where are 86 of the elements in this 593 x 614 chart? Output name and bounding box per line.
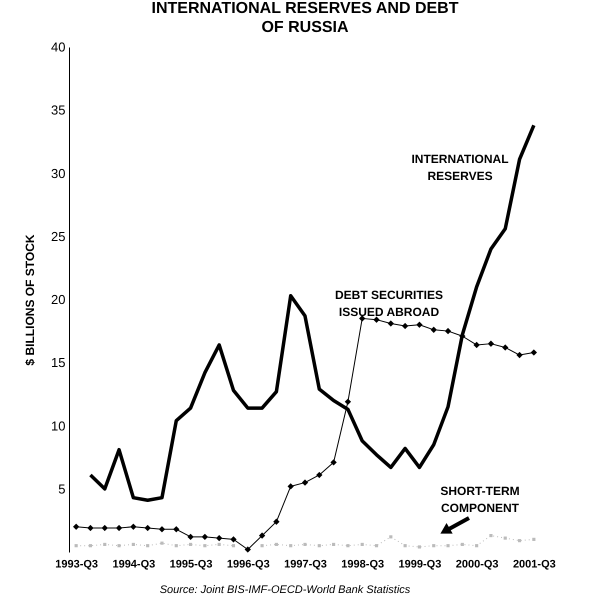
point	[430, 326, 437, 333]
point	[388, 320, 394, 327]
point	[518, 539, 522, 542]
point	[174, 544, 178, 548]
point	[230, 536, 237, 543]
point	[288, 483, 294, 490]
x-tick-label: 1994-Q3	[112, 558, 156, 570]
point	[374, 544, 378, 548]
y-tick-label: 30	[51, 166, 66, 181]
point	[146, 544, 150, 548]
point	[444, 328, 452, 334]
point	[273, 518, 280, 525]
point	[303, 542, 307, 546]
point	[418, 545, 422, 549]
point	[203, 544, 206, 548]
point	[332, 542, 336, 546]
point	[360, 542, 364, 546]
point	[216, 534, 222, 542]
point	[489, 534, 493, 538]
point	[530, 349, 538, 356]
y-tick-label: 10	[51, 418, 66, 434]
series-label: INTERNATIONAL RESERVES	[411, 152, 509, 183]
point	[488, 340, 494, 347]
point	[274, 542, 278, 546]
chart-title: INTERNATIONAL RESERVES AND DEBT OF RUSSIA	[152, 0, 459, 36]
point	[502, 344, 508, 351]
point	[316, 472, 322, 478]
point	[87, 524, 94, 532]
point	[475, 544, 478, 548]
point	[116, 524, 122, 532]
point	[244, 546, 251, 553]
x-tick-label: 1998-Q3	[341, 558, 384, 570]
point	[188, 542, 192, 546]
point	[404, 544, 407, 548]
point	[402, 322, 408, 330]
point	[232, 544, 236, 548]
point	[473, 342, 480, 348]
y-tick-label: 20	[51, 292, 66, 307]
point	[102, 524, 108, 532]
point	[330, 459, 337, 466]
point	[144, 524, 151, 532]
point	[130, 524, 137, 530]
point	[103, 542, 106, 546]
series-label: DEBT SECURITIES ISSUED ABROAD	[334, 288, 444, 319]
x-tick-label: 1995-Q3	[170, 558, 212, 570]
x-tick-label: 1997-Q3	[284, 558, 327, 570]
point	[432, 544, 436, 548]
x-tick-label: 2000-Q3	[456, 558, 499, 570]
point	[202, 534, 208, 540]
point	[504, 536, 507, 540]
point	[318, 544, 321, 548]
point	[258, 532, 266, 539]
point	[389, 535, 392, 538]
y-tick-label: 25	[51, 228, 66, 244]
point	[218, 542, 221, 546]
x-tick-label: 2001-Q3	[512, 558, 556, 570]
x-tick-label: 1996-Q3	[226, 558, 270, 570]
point	[132, 542, 135, 546]
y-tick-label: 15	[51, 355, 66, 370]
point	[416, 322, 423, 328]
y-axis-title: $ BILLIONS OF STOCK	[23, 234, 38, 366]
point	[446, 544, 450, 548]
point	[373, 316, 380, 323]
point	[344, 398, 352, 405]
source-note: Source: Joint BIS-IMF-OECD-World Bank Statistics	[160, 584, 411, 596]
point	[117, 544, 121, 548]
y-tick-label: 35	[51, 102, 66, 118]
point	[260, 544, 264, 548]
point	[289, 544, 292, 548]
point	[346, 544, 350, 548]
x-tick-label: 1993-Q3	[55, 558, 98, 570]
point	[72, 524, 80, 530]
point	[516, 352, 523, 358]
point	[74, 544, 78, 548]
point	[160, 542, 164, 545]
point	[158, 526, 166, 532]
x-tick-label: 1999-Q3	[398, 558, 442, 570]
point	[187, 534, 194, 540]
point	[88, 544, 92, 548]
point	[173, 526, 180, 532]
point	[460, 542, 464, 546]
point	[532, 538, 536, 541]
text: SHORT-TERM COMPONENT	[440, 484, 520, 515]
point	[302, 479, 308, 486]
y-tick-label: 40	[51, 40, 66, 54]
y-tick-label: 5	[58, 481, 66, 496]
